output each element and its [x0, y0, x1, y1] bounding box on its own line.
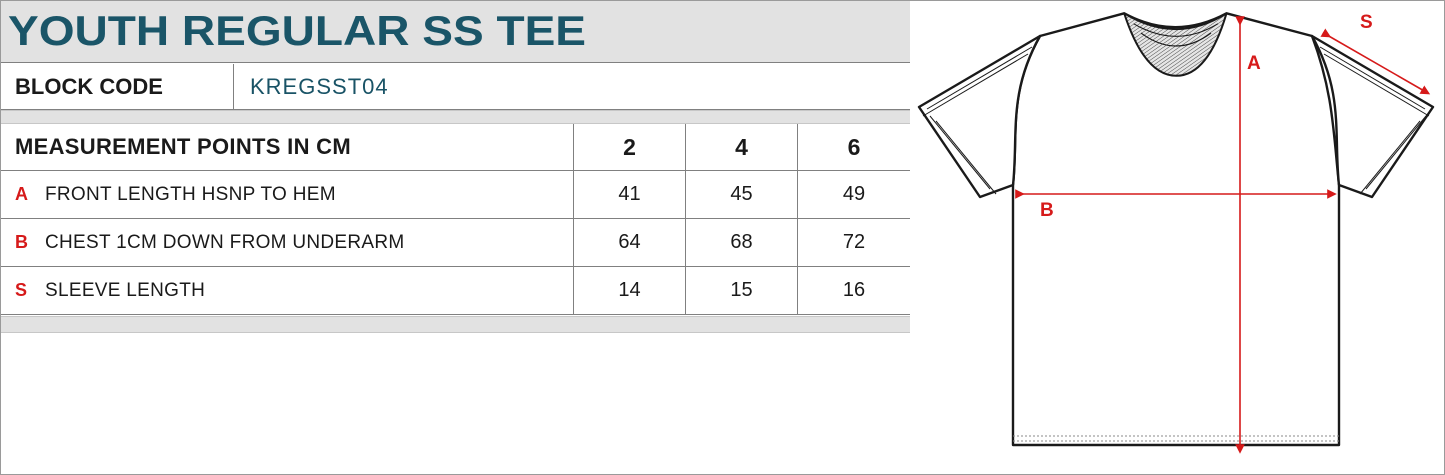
svg-text:B: B — [1040, 200, 1054, 221]
svg-text:A: A — [1247, 53, 1261, 74]
svg-text:S: S — [1360, 12, 1373, 33]
svg-text:YOUTH REGULAR SS TEE: YOUTH REGULAR SS TEE — [8, 7, 586, 54]
